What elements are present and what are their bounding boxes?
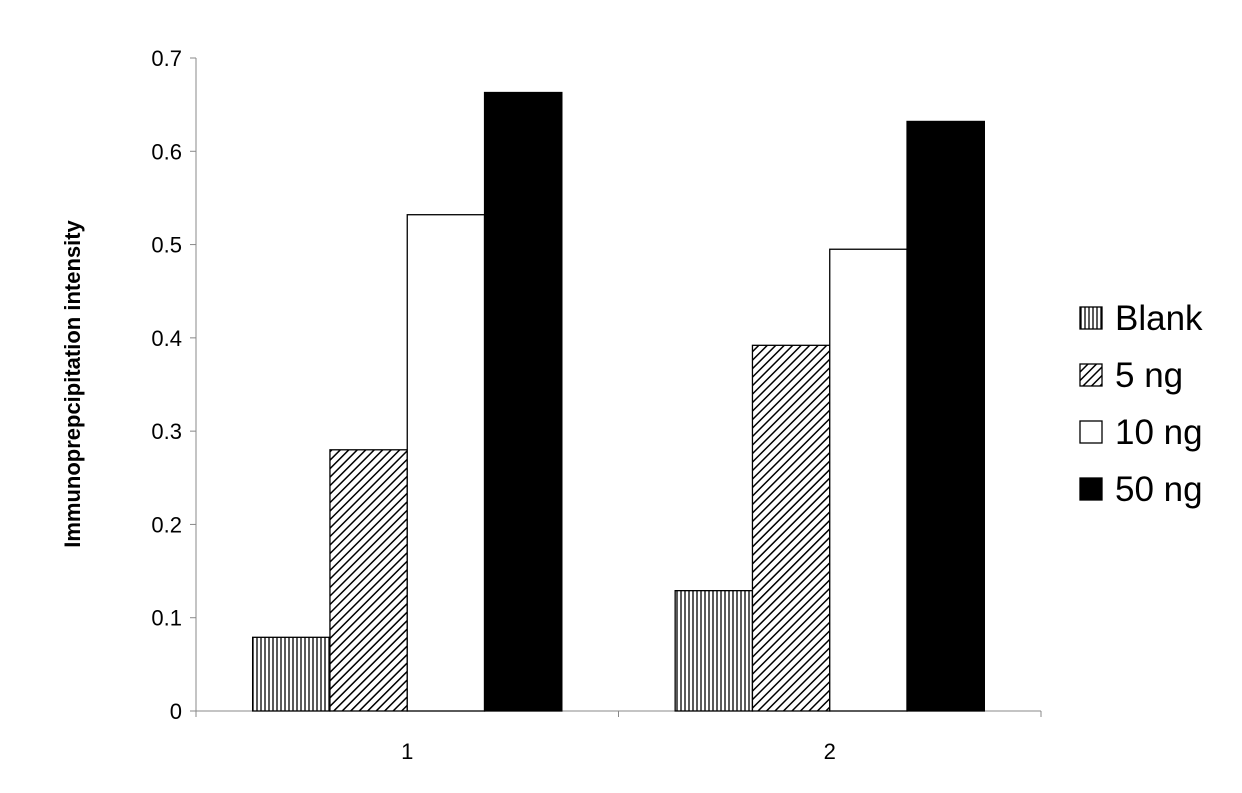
legend-swatch [1079,306,1103,330]
bar-blank-2 [674,590,754,712]
y-tick-label: 0.3 [151,419,182,444]
bar-50-ng-1 [483,91,563,712]
x-tick-label: 1 [401,739,413,764]
legend-label: 10 ng [1115,413,1203,452]
x-tick-label: 2 [824,739,836,764]
legend-swatch [1079,363,1103,387]
y-tick-label: 0 [170,699,182,724]
bar-5-ng-2 [751,344,831,712]
legend-label: 50 ng [1115,470,1203,509]
legend-swatch [1079,477,1103,501]
bar-10-ng-1 [406,214,486,712]
bar-blank-1 [251,636,331,712]
bar-5-ng-1 [329,449,408,712]
y-axis-label: Immunoprepcipitation intensity [60,219,85,547]
bar-50-ng-2 [906,120,985,712]
y-tick-label: 0.6 [151,139,182,164]
bar-10-ng-2 [829,248,908,712]
legend-label: Blank [1115,299,1203,338]
legend-label: 5 ng [1115,356,1183,395]
y-tick-label: 0.1 [151,606,182,631]
y-tick-label: 0.2 [151,512,182,537]
legend-swatch [1079,420,1103,444]
y-tick-label: 0.5 [151,233,182,258]
y-tick-label: 0.4 [151,326,182,351]
y-tick-label: 0.7 [151,46,182,71]
